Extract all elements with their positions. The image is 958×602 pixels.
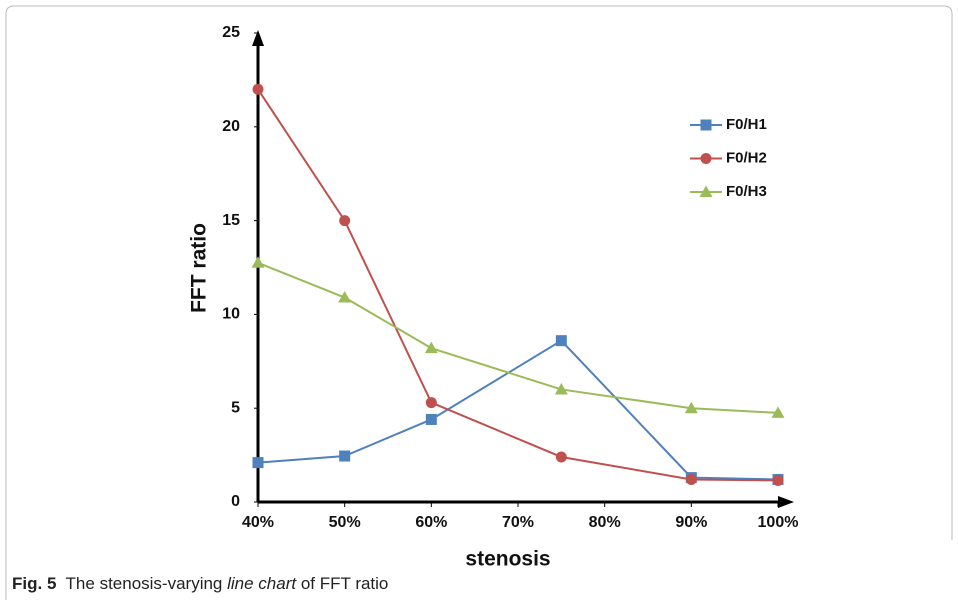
point [339,215,351,227]
x-tick-label: 60% [415,514,447,531]
legend-marker [700,119,712,131]
legend-marker [700,153,712,164]
caption-text: The stenosis-varying [65,574,223,593]
legend-label: F0/H3 [726,183,767,200]
point [251,256,265,268]
x-axis-title: stenosis [465,548,550,571]
y-tick-label: 0 [231,493,240,510]
y-tick-label: 15 [222,212,240,229]
point [555,335,567,347]
point [771,406,785,418]
caption-label: Fig. 5 [12,574,57,593]
point [685,473,697,485]
series-line [257,339,779,481]
point [684,401,698,414]
frame [5,5,953,600]
series-line [257,88,779,482]
legend-label: F0/H1 [726,116,767,133]
x-tick-label: 40% [242,514,274,531]
caption-text: of FFT ratio [300,574,389,593]
y-arrow [252,30,264,46]
point [425,397,437,409]
y-axis-title: FFT ratio [188,223,211,313]
point [772,474,784,486]
x-tick-label: 80% [589,514,621,531]
y-tick-label: 10 [222,306,240,323]
point [339,450,351,462]
x-tick-label: 50% [329,514,361,531]
legend-marker [699,185,713,197]
point [555,451,567,463]
point [338,291,352,303]
point [252,83,264,95]
y-tick-label: 25 [222,24,240,41]
x-tick-label: 100% [758,514,799,531]
point [252,457,264,469]
x-tick-label: 90% [675,514,707,531]
legend-label: F0/H2 [726,149,767,166]
y-tick-label: 20 [222,118,240,135]
point [424,341,438,354]
caption: Fig. 5 The stenosis-varying line chart o… [12,574,388,594]
point [425,413,437,425]
point [554,382,568,395]
y-tick-label: 5 [231,399,240,416]
x-arrow [778,496,794,508]
series-line [257,261,779,414]
caption-emphasis: line chart [227,574,297,593]
x-tick-label: 70% [502,514,534,531]
